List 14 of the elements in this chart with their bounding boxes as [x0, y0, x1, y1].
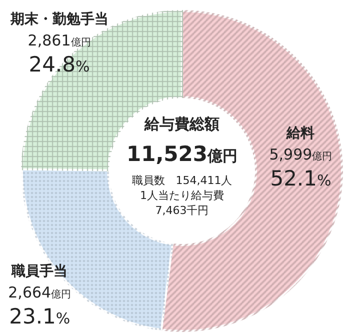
text: 11,523億円 [126, 142, 238, 166]
data-label: 2,861億円 [28, 31, 91, 50]
text: 7,463千円 [155, 204, 209, 217]
text: 1人当たり給与費 [140, 189, 224, 202]
text: 24.8% [28, 52, 90, 76]
text: 給与費総額 [144, 115, 220, 133]
text: 職員数 154,411人 [132, 174, 232, 187]
data-label: 5,999億円 [269, 145, 332, 164]
text: 52.1% [270, 166, 332, 190]
slice-label: 職員手当 [10, 262, 68, 280]
slice-label: 給料 [286, 125, 315, 142]
data-label: 2,664億円 [8, 284, 72, 302]
text: 23.1% [9, 304, 70, 329]
slice-label: 期末・勤勉手当 [9, 10, 108, 28]
